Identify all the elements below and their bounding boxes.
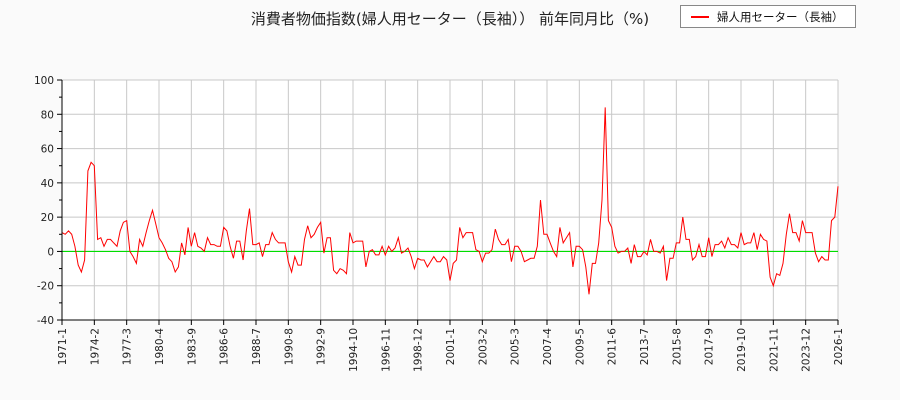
x-tick-label: 1983-9 — [186, 328, 198, 365]
x-tick-label: 1998-12 — [413, 328, 425, 372]
x-tick-label: 1992-9 — [316, 328, 328, 365]
x-tick-label: 1980-4 — [154, 328, 166, 366]
x-tick-label: 1977-3 — [122, 328, 134, 365]
x-tick-label: 2007-4 — [542, 328, 554, 366]
x-tick-label: 2017-9 — [704, 328, 716, 365]
x-tick-label: 1988-7 — [251, 328, 263, 365]
x-tick-label: 2003-2 — [477, 328, 489, 365]
y-tick-label: -40 — [37, 315, 54, 327]
x-tick-label: 1971-1 — [57, 328, 69, 365]
x-tick-label: 2021-11 — [768, 328, 780, 372]
x-tick-label: 2001-1 — [445, 328, 457, 365]
x-tick-label: 2026-1 — [833, 328, 845, 365]
y-tick-label: 100 — [34, 75, 54, 87]
x-tick-label: 2015-8 — [671, 328, 683, 365]
x-tick-label: 2023-12 — [801, 328, 813, 372]
y-tick-label: 40 — [41, 178, 54, 190]
legend: 婦人用セーター（長袖） — [680, 5, 856, 28]
y-tick-label: -20 — [37, 281, 54, 293]
x-tick-label: 2019-10 — [736, 328, 748, 372]
series-line — [61, 107, 839, 295]
x-tick-label: 1974-2 — [89, 328, 101, 365]
y-tick-label: 20 — [41, 212, 54, 224]
x-tick-label: 1990-8 — [283, 328, 295, 365]
chart-title: 消費者物価指数(婦人用セーター（長袖）） 前年同月比（%) — [250, 10, 650, 28]
x-tick-label: 2005-3 — [510, 328, 522, 365]
x-tick-label: 2009-5 — [574, 328, 586, 365]
x-tick-label: 2011-6 — [607, 328, 619, 366]
x-tick-label: 1996-11 — [380, 328, 392, 372]
y-tick-label: 80 — [41, 109, 54, 121]
x-tick-label: 2013-7 — [639, 328, 651, 365]
y-tick-label: 0 — [47, 246, 54, 258]
legend-label: 婦人用セーター（長袖） — [717, 9, 844, 24]
x-tick-label: 1986-6 — [219, 328, 231, 366]
legend-swatch — [691, 15, 709, 18]
x-tick-label: 1994-10 — [348, 328, 360, 372]
y-tick-label: 60 — [41, 144, 54, 156]
